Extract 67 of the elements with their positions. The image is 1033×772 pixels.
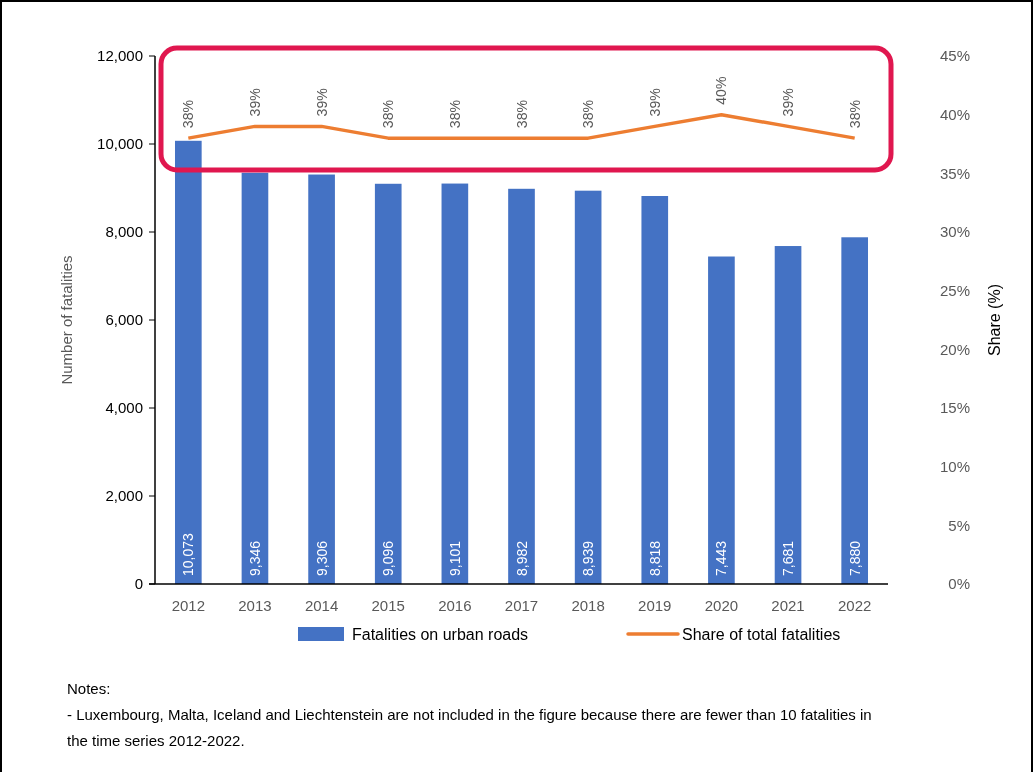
- data-label: 39%: [313, 88, 330, 117]
- x-tick-label: 2016: [438, 597, 472, 614]
- y2-tick-label: 30%: [939, 223, 970, 241]
- bar: [708, 256, 735, 584]
- y2-tick-label: 10%: [939, 457, 970, 475]
- data-label: 38%: [180, 100, 197, 129]
- y2-tick-label: 45%: [939, 47, 970, 65]
- bar: [441, 183, 469, 584]
- legend-label: Fatalities on urban roads: [352, 625, 529, 643]
- data-label: 10,073: [180, 532, 197, 576]
- data-label: 38%: [846, 100, 863, 129]
- y2-tick-label: 25%: [939, 281, 970, 299]
- x-tick-label: 2012: [171, 597, 206, 614]
- y-tick-label: 0: [134, 575, 143, 593]
- data-label: 7,443: [713, 540, 730, 576]
- bar: [241, 172, 269, 584]
- x-tick-label: 2020: [704, 597, 739, 614]
- y-tick-label: 12,000: [97, 47, 143, 65]
- legend-label: Share of total fatalities: [682, 625, 841, 643]
- x-tick-label: 2021: [771, 597, 805, 614]
- data-label: 9,096: [380, 540, 397, 576]
- y-tick-label: 2,000: [105, 487, 143, 505]
- y-tick-label: 4,000: [105, 399, 143, 417]
- text: - Luxembourg, Malta, Iceland and Liechtenstein are not included in the figure because there are fewer than 10 fatalities in the time series 2012-2022.: [67, 706, 872, 749]
- y2-tick-label: 40%: [939, 105, 970, 123]
- y2-tick-label: 15%: [939, 399, 970, 417]
- data-label: 8,982: [513, 540, 530, 576]
- bar: [574, 190, 602, 584]
- data-label: 9,346: [246, 540, 263, 576]
- x-tick-label: 2014: [304, 597, 339, 614]
- bar: [508, 188, 535, 584]
- data-label: 39%: [780, 88, 797, 117]
- data-label: 7,681: [780, 540, 797, 576]
- x-tick-label: 2017: [504, 597, 539, 614]
- bar: [774, 246, 802, 584]
- x-tick-label: 2019: [638, 597, 672, 614]
- text: Notes:: [67, 680, 111, 697]
- y2-tick-label: 20%: [939, 340, 970, 358]
- y-tick-label: 8,000: [105, 223, 143, 241]
- bar: [374, 183, 402, 584]
- bar: [174, 140, 202, 584]
- x-tick-label: 2013: [238, 597, 272, 614]
- y-tick-label: 6,000: [105, 311, 143, 329]
- y2-tick-label: 0%: [948, 575, 970, 593]
- data-label: 8,818: [646, 540, 663, 576]
- x-tick-label: 2022: [837, 597, 872, 614]
- x-tick-label: 2015: [371, 597, 405, 614]
- bar: [641, 196, 669, 584]
- bar: [841, 237, 869, 584]
- y2-tick-label: 5%: [948, 516, 970, 534]
- data-label: 38%: [513, 100, 530, 129]
- data-label: 38%: [580, 100, 597, 129]
- data-label: 9,101: [446, 540, 463, 576]
- bar: [308, 174, 335, 584]
- data-label: 8,939: [580, 540, 597, 576]
- data-label: 38%: [446, 100, 463, 129]
- y2-tick-label: 35%: [939, 164, 970, 182]
- data-label: 9,306: [313, 540, 330, 576]
- y2-axis-title: Share (%): [986, 283, 1003, 357]
- data-label: 40%: [713, 76, 730, 105]
- data-label: 7,880: [846, 540, 863, 576]
- data-label: 38%: [380, 100, 397, 129]
- data-label: 39%: [646, 88, 663, 117]
- y-tick-label: 10,000: [97, 135, 143, 153]
- y-axis-title: Number of fatalities: [58, 255, 75, 385]
- x-tick-label: 2018: [571, 597, 605, 614]
- data-label: 39%: [246, 88, 263, 117]
